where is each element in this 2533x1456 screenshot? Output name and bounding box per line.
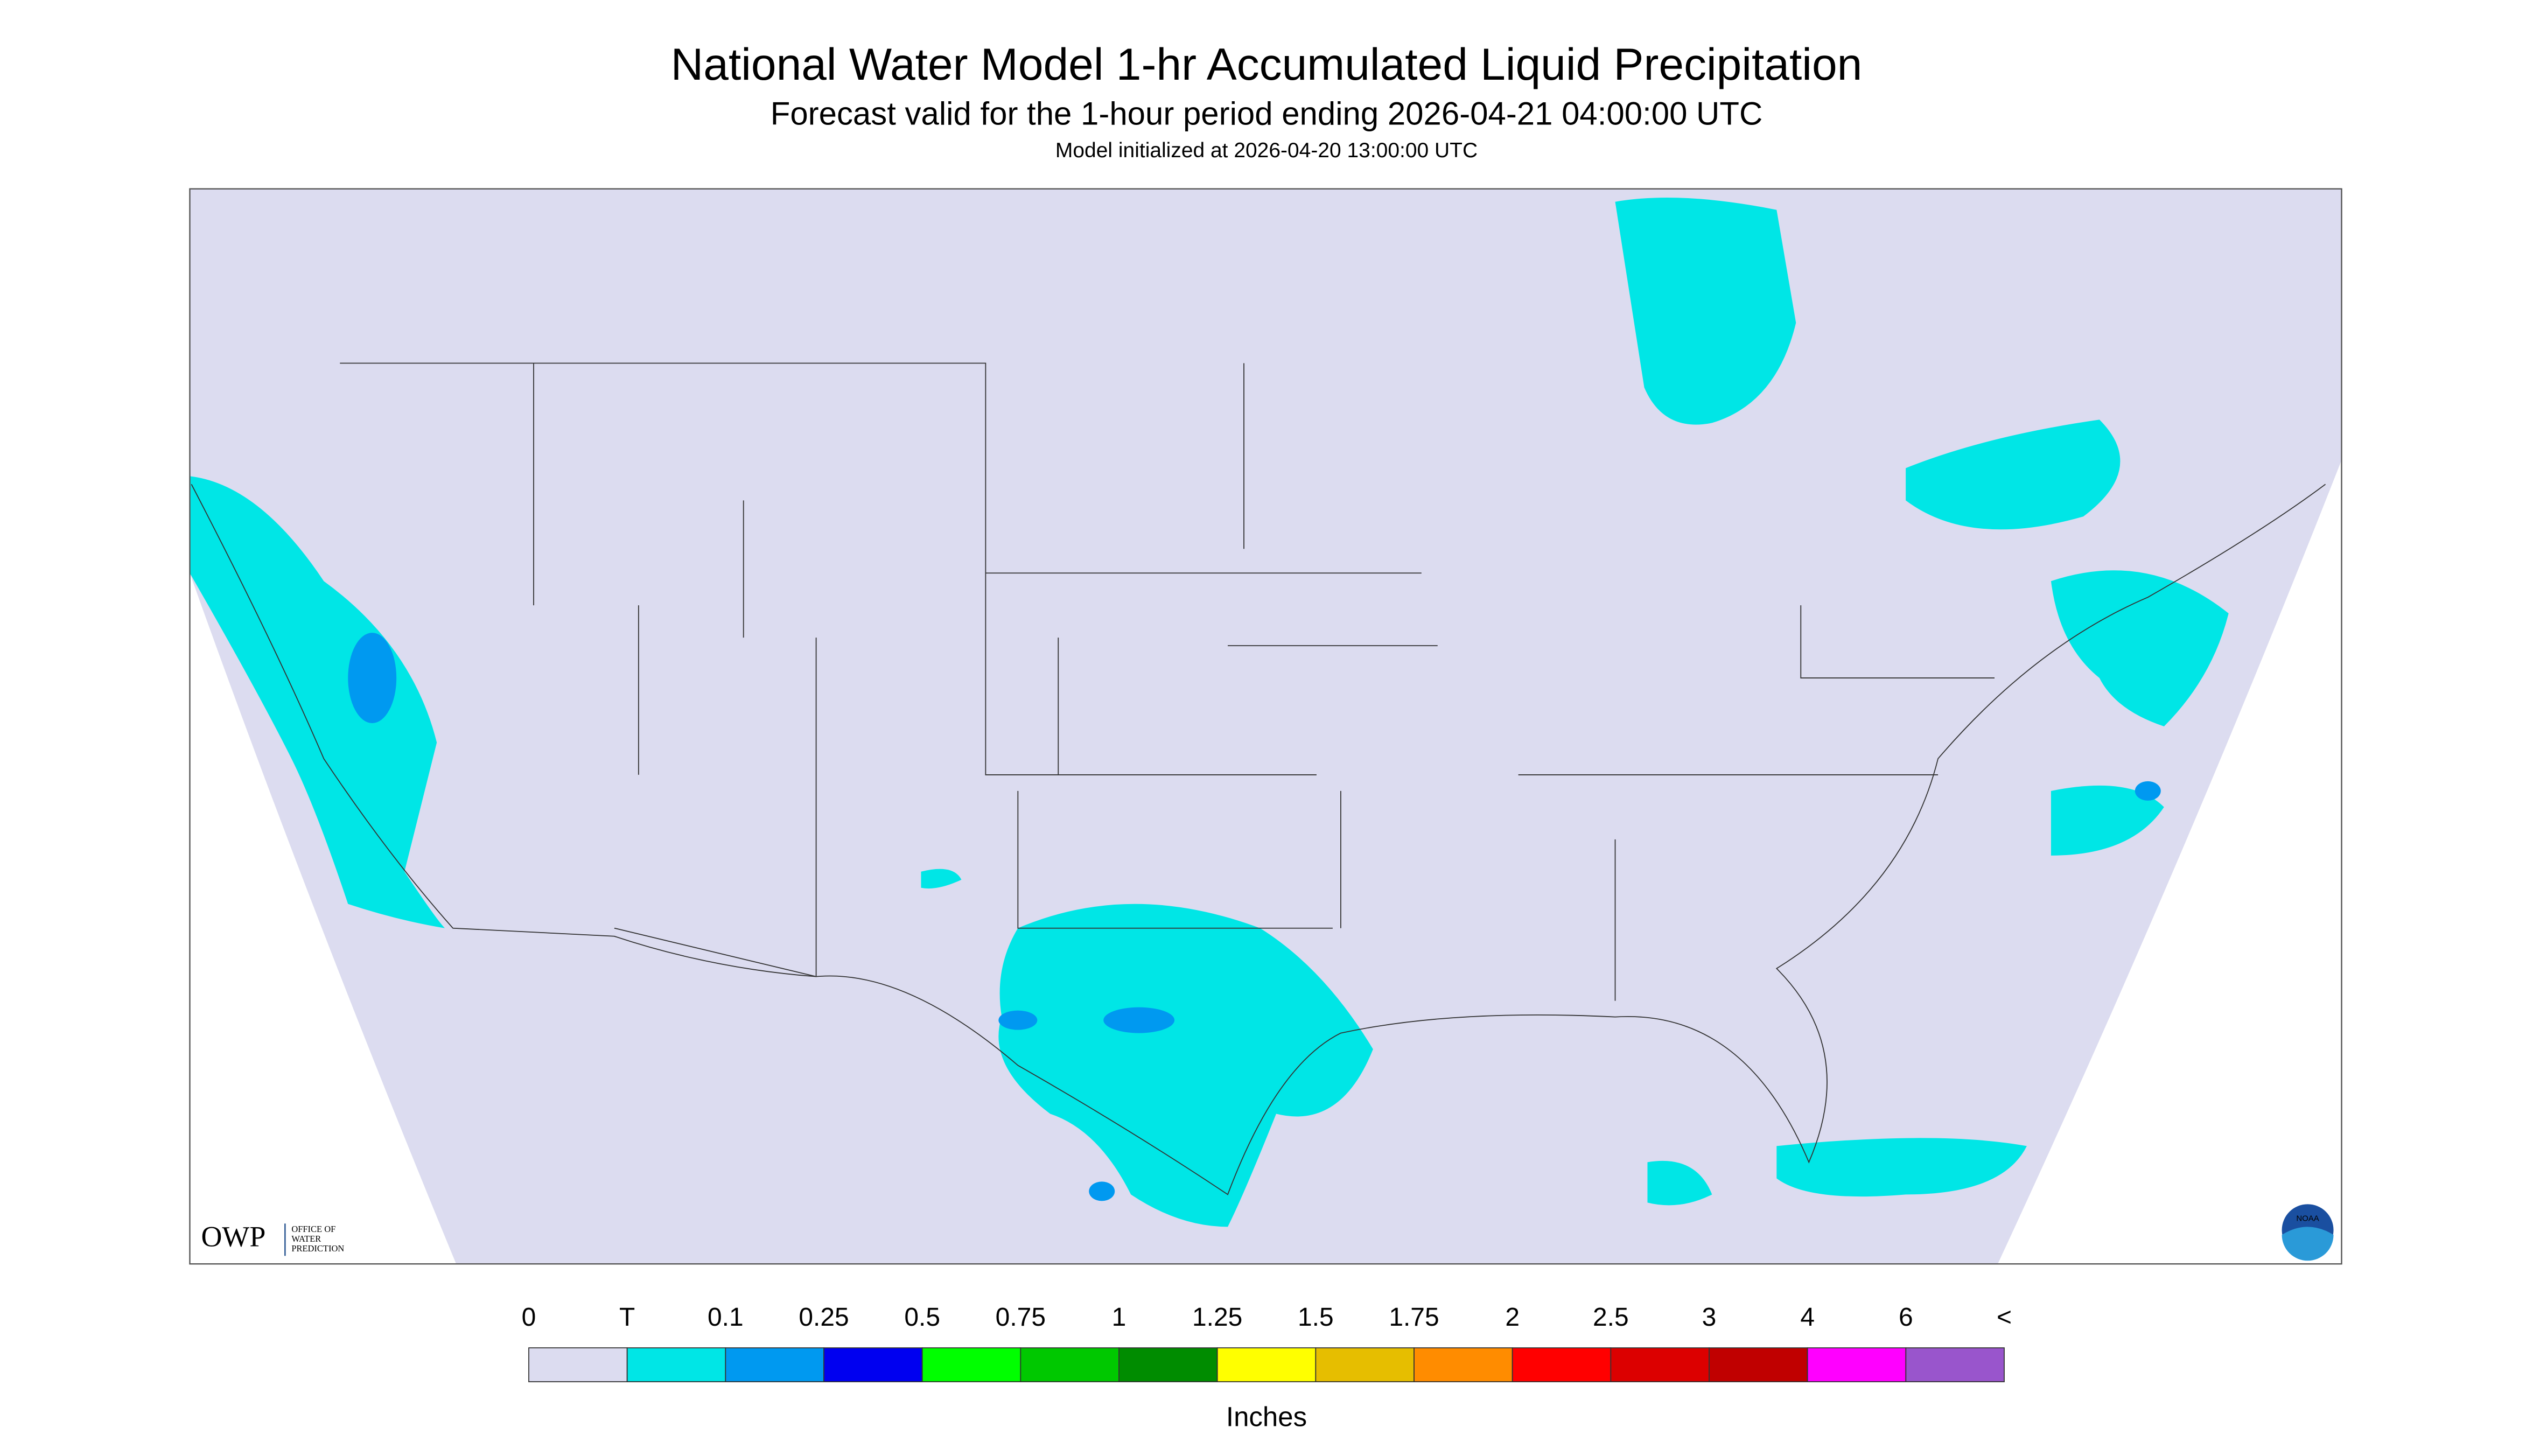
color-bin	[528, 1347, 628, 1383]
map-frame	[189, 188, 2342, 1265]
color-bin	[1315, 1347, 1415, 1383]
owp-text-line: WATER	[291, 1234, 321, 1244]
color-bin	[921, 1347, 1021, 1383]
init-note: Model initialized at 2026-04-20 13:00:00…	[1055, 139, 1478, 162]
colorbar-label: 1.5	[1298, 1303, 1334, 1332]
color-bin	[626, 1347, 726, 1383]
colorbar-label: 0	[522, 1303, 536, 1332]
colorbar-label: <	[1997, 1303, 2012, 1332]
colorbar-label: 6	[1899, 1303, 1913, 1332]
color-bin	[1216, 1347, 1317, 1383]
boundaries	[191, 362, 2326, 1195]
precip-areas	[190, 197, 2229, 1227]
colorbar-label: 4	[1800, 1303, 1815, 1332]
owp-logo: OWP	[201, 1221, 265, 1253]
colorbar-label: 0.75	[996, 1303, 1046, 1332]
colorbar-label: 2	[1505, 1303, 1520, 1332]
title: National Water Model 1-hr Accumulated Li…	[671, 39, 1863, 89]
colorbar-label: 1.25	[1192, 1303, 1242, 1332]
colorbar-label: 0.5	[904, 1303, 940, 1332]
color-bin	[1414, 1347, 1513, 1383]
colorbar-label: 0.1	[708, 1303, 744, 1332]
map-domain	[190, 188, 2342, 1264]
colorbar-label: 0.25	[799, 1303, 849, 1332]
colorbar-label: 1	[1112, 1303, 1126, 1332]
colorbar-label: 2.5	[1593, 1303, 1629, 1332]
color-bin	[1905, 1347, 2005, 1383]
precip-heavier	[348, 633, 2161, 1201]
color-bin	[1512, 1347, 1612, 1383]
colorbar-unit: Inches	[1226, 1402, 1307, 1432]
color-bin	[1610, 1347, 1710, 1383]
colorbar-label: 3	[1702, 1303, 1717, 1332]
color-bin	[1118, 1347, 1218, 1383]
owp-text-line: OFFICE OF	[291, 1224, 335, 1234]
noaa-wave	[2282, 1227, 2334, 1261]
color-bin	[725, 1347, 824, 1383]
owp-text-line: PREDICTION	[291, 1243, 344, 1254]
colorbar-label: T	[619, 1303, 635, 1332]
color-bin	[823, 1347, 923, 1383]
color-bin	[1807, 1347, 1907, 1383]
colorbar: 0 T 0.1 0.25 0.5 0.75 1 1.25 1.5 1.75 2 2.5 3 4 6 <	[522, 1303, 2012, 1383]
color-bin	[1709, 1347, 1808, 1383]
noaa-label: NOAA	[2296, 1214, 2319, 1223]
colorbar-label: 1.75	[1389, 1303, 1439, 1332]
color-bin	[1020, 1347, 1119, 1383]
subtitle: Forecast valid for the 1-hour period end…	[771, 96, 1763, 132]
